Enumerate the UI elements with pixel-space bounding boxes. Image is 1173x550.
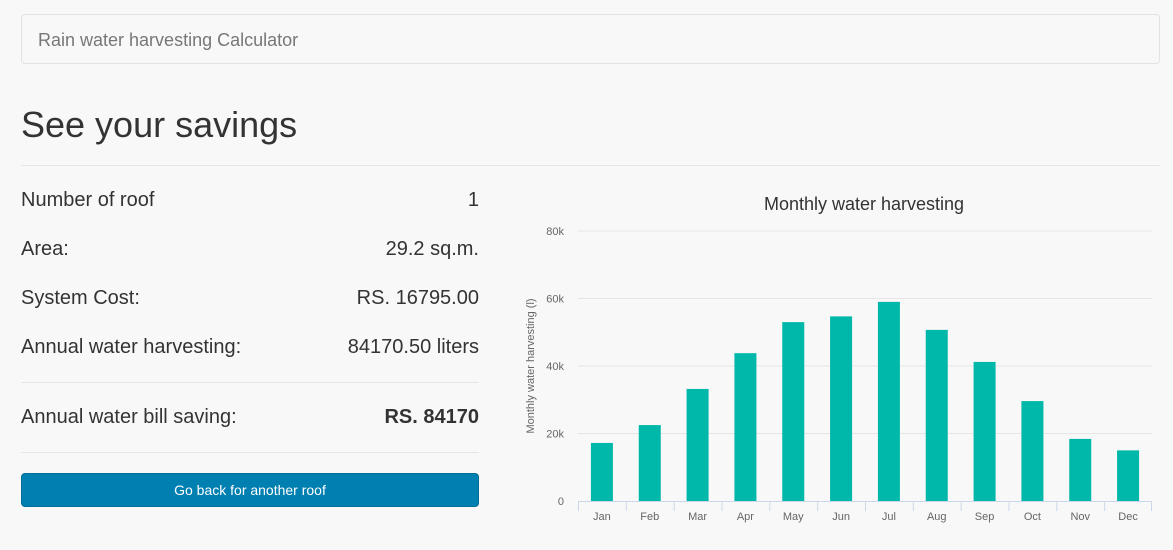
y-tick-label: 60k <box>546 294 564 306</box>
divider <box>21 165 1160 166</box>
bar-oct <box>1021 401 1044 501</box>
x-tick-label: Jan <box>593 511 611 523</box>
stat-row-roof: Number of roof 1 <box>21 189 479 219</box>
y-tick-label: 40k <box>546 361 564 373</box>
x-tick-label: Dec <box>1118 511 1138 523</box>
stat-value: 29.2 sq.m. <box>385 238 479 260</box>
bar-sep <box>973 361 996 501</box>
divider <box>21 382 479 383</box>
stat-label: Number of roof <box>21 189 155 211</box>
x-tick-label: Apr <box>737 511 754 523</box>
bar-mar <box>686 388 709 501</box>
x-tick-label: Jul <box>882 511 896 523</box>
stat-label: Annual water harvesting: <box>21 336 242 358</box>
x-tick-label: Aug <box>927 511 947 523</box>
x-tick-label: Jun <box>832 511 850 523</box>
stat-label: Annual water bill saving: <box>21 406 237 428</box>
chart-title: Monthly water harvesting <box>764 194 964 214</box>
x-tick-label: Oct <box>1024 511 1041 523</box>
stat-label: System Cost: <box>21 287 140 309</box>
x-tick-label: Sep <box>975 511 995 523</box>
bar-aug <box>925 329 948 501</box>
chart-svg: Monthly water harvesting 0 20k 40k 60k 80k Mon… <box>525 194 1152 523</box>
stat-value: RS. 16795.00 <box>356 287 479 309</box>
y-tick-label: 20k <box>546 429 564 441</box>
bar-apr <box>734 353 757 501</box>
bar-nov <box>1069 438 1092 501</box>
bar-dec <box>1117 450 1140 501</box>
y-tick-label: 0 <box>558 496 564 508</box>
monthly-harvest-chart: Monthly water harvesting 0 20k 40k 60k 80k Mon… <box>515 185 1160 530</box>
stat-row-cost: System Cost: RS. 16795.00 <box>21 287 479 317</box>
stat-value: 84170.50 liters <box>347 336 479 358</box>
x-tick-label: May <box>783 511 804 523</box>
stat-row-harvest: Annual water harvesting: 84170.50 liters <box>21 336 479 366</box>
y-tick-label: 80k <box>546 226 564 238</box>
stat-label: Area: <box>21 238 69 260</box>
divider <box>21 452 479 453</box>
stat-row-saving: Annual water bill saving: RS. 84170 <box>21 406 479 436</box>
brand-link[interactable]: Rain water harvesting Calculator <box>38 30 299 50</box>
x-tick-label: Mar <box>688 511 707 523</box>
stat-value: RS. 84170 <box>384 406 479 428</box>
navbar: Rain water harvesting Calculator <box>21 14 1160 64</box>
bar-jun <box>830 316 853 501</box>
bar-feb <box>638 425 661 501</box>
bar-jul <box>877 301 900 501</box>
y-axis-label: Monthly water harvesting (l) <box>525 298 537 433</box>
x-tick-label: Feb <box>640 511 659 523</box>
go-back-button[interactable]: Go back for another roof <box>21 473 479 507</box>
stat-value: 1 <box>467 189 479 211</box>
x-tick-label: Nov <box>1070 511 1090 523</box>
page-title: See your savings <box>21 104 298 145</box>
stat-row-area: Area: 29.2 sq.m. <box>21 238 479 268</box>
bar-jan <box>590 442 613 501</box>
bar-may <box>782 322 805 501</box>
